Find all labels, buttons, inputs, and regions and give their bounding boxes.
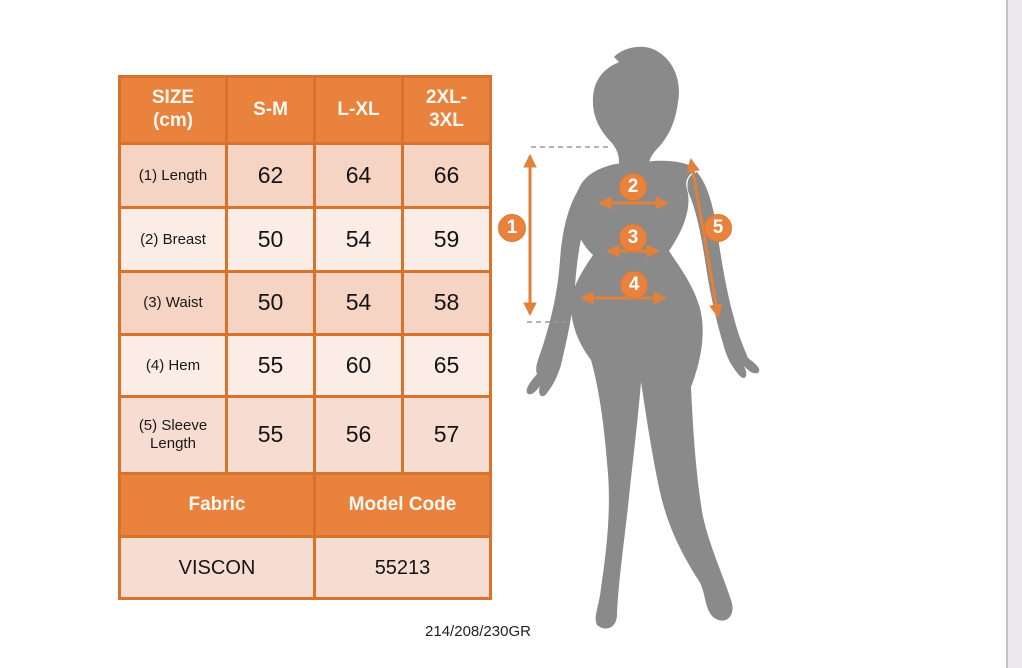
sleeve-2xl-3xl: 57: [404, 398, 489, 472]
marker-circle-5: 5: [704, 214, 732, 242]
row-label-length: (1) Length: [121, 145, 225, 206]
breast-2xl-3xl: 59: [404, 209, 489, 270]
fabric-value: VISCON: [121, 538, 313, 597]
length-l-xl: 64: [316, 145, 401, 206]
length-2xl-3xl: 66: [404, 145, 489, 206]
row-label-hem: (4) Hem: [121, 336, 225, 395]
table-header-col-l-xl: L-XL: [316, 78, 401, 142]
page-edge-strip: [1006, 0, 1022, 668]
row-label-breast: (2) Breast: [121, 209, 225, 270]
hem-l-xl: 60: [316, 336, 401, 395]
breast-l-xl: 54: [316, 209, 401, 270]
sleeve-l-xl: 56: [316, 398, 401, 472]
sleeve-s-m: 55: [228, 398, 313, 472]
size-table: SIZE (cm) S-M L-XL 2XL-3XL (1) Length 62…: [118, 75, 492, 600]
dashed-reference-lines: [527, 146, 609, 323]
hem-s-m: 55: [228, 336, 313, 395]
silhouette-head: [592, 46, 679, 173]
length-s-m: 62: [228, 145, 313, 206]
marker-circle-3: 3: [619, 224, 647, 252]
waist-2xl-3xl: 58: [404, 273, 489, 333]
marker-circle-2: 2: [619, 173, 647, 201]
table-header-fabric: Fabric: [121, 475, 313, 535]
silhouette-shape: [526, 46, 760, 629]
marker-circle-1: 1: [498, 214, 526, 242]
row-label-waist: (3) Waist: [121, 273, 225, 333]
row-label-sleeve-length: (5) Sleeve Length: [121, 398, 225, 472]
table-header-model-code: Model Code: [316, 475, 489, 535]
silhouette-left-arm: [526, 186, 591, 397]
waist-s-m: 50: [228, 273, 313, 333]
table-header-col-2xl-3xl: 2XL-3XL: [404, 78, 489, 142]
marker-circle-4: 4: [620, 271, 648, 299]
breast-s-m: 50: [228, 209, 313, 270]
fabric-weight-note: 214/208/230GR: [425, 623, 531, 640]
model-code-value: 55213: [316, 538, 489, 597]
table-header-size-cm: SIZE (cm): [121, 78, 225, 142]
hem-2xl-3xl: 65: [404, 336, 489, 395]
waist-l-xl: 54: [316, 273, 401, 333]
silhouette-right-arm: [687, 172, 760, 379]
table-header-col-s-m: S-M: [228, 78, 313, 142]
